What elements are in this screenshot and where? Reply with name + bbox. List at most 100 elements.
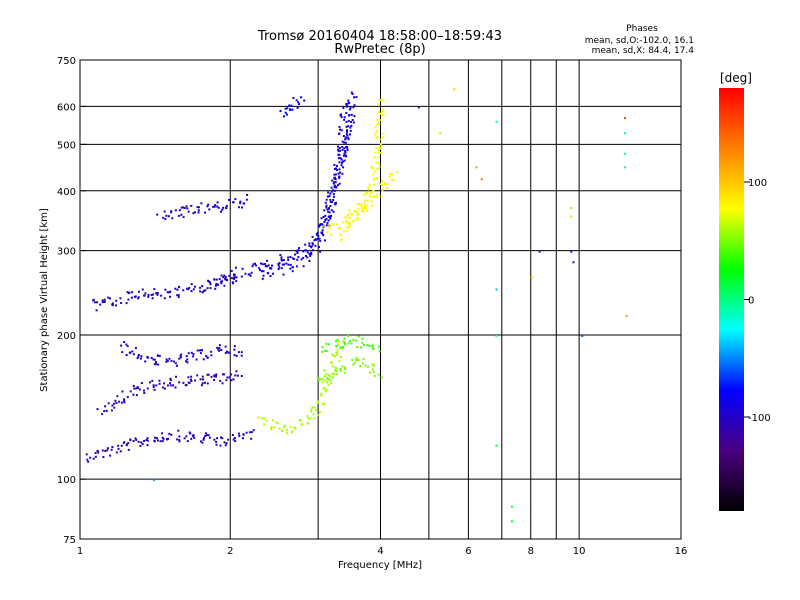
data-point	[215, 373, 218, 376]
data-point	[378, 99, 381, 101]
data-point	[186, 207, 189, 210]
data-point	[214, 284, 217, 287]
data-point	[330, 233, 333, 236]
data-point	[238, 435, 241, 437]
data-point	[166, 384, 169, 387]
data-point	[333, 164, 336, 166]
data-point	[121, 401, 123, 404]
data-point	[338, 359, 341, 362]
data-point	[96, 450, 99, 453]
data-point	[163, 387, 166, 390]
data-point	[222, 373, 224, 376]
data-point	[343, 230, 345, 233]
data-point	[624, 117, 626, 120]
data-point	[346, 214, 349, 216]
data-point	[200, 349, 203, 351]
data-point	[337, 145, 339, 148]
data-point	[245, 198, 248, 201]
data-point	[206, 373, 209, 376]
data-point	[224, 444, 227, 447]
data-point	[379, 183, 382, 186]
data-point	[345, 145, 348, 148]
data-point	[224, 345, 227, 348]
data-point	[174, 287, 177, 290]
chart-subtitle: RwPretec (8p)	[334, 42, 425, 57]
data-point	[305, 255, 307, 257]
data-point	[192, 288, 195, 291]
data-point	[171, 217, 174, 220]
data-point	[328, 375, 331, 377]
data-point	[143, 440, 146, 442]
data-point	[381, 136, 384, 139]
data-point	[365, 205, 367, 207]
data-point	[306, 256, 309, 259]
data-point	[375, 123, 378, 126]
data-point	[370, 192, 372, 195]
data-point	[374, 133, 377, 136]
data-point	[135, 394, 138, 397]
data-point	[203, 289, 206, 292]
data-point	[291, 430, 294, 433]
data-point	[379, 142, 382, 145]
data-point	[127, 442, 130, 445]
data-point	[366, 199, 369, 202]
data-point	[339, 368, 342, 370]
data-point	[321, 225, 324, 228]
data-point	[372, 347, 375, 350]
data-point	[347, 99, 350, 102]
data-point	[372, 195, 375, 198]
data-point	[230, 277, 233, 280]
data-point	[377, 156, 380, 159]
data-point	[322, 234, 325, 237]
data-point	[192, 353, 195, 356]
data-point	[258, 267, 261, 270]
data-point	[270, 426, 273, 428]
data-point	[89, 456, 92, 459]
data-point	[333, 176, 336, 179]
data-point	[218, 349, 221, 352]
data-point	[271, 264, 273, 267]
data-point	[318, 237, 321, 240]
data-point	[357, 208, 360, 210]
data-point	[280, 256, 283, 259]
data-point	[375, 177, 378, 180]
data-point	[338, 182, 341, 185]
data-point	[329, 198, 332, 201]
data-point	[332, 193, 335, 196]
data-point	[239, 200, 242, 203]
data-point	[300, 96, 303, 99]
data-point	[319, 378, 322, 381]
data-point	[214, 287, 217, 290]
y-tick-label: 100	[57, 475, 76, 486]
data-point	[169, 377, 172, 380]
data-point	[380, 195, 383, 198]
x-axis-label: Frequency [MHz]	[338, 560, 422, 571]
data-point	[245, 431, 248, 434]
data-point	[300, 258, 303, 261]
data-point	[376, 195, 379, 198]
data-point	[182, 216, 185, 219]
data-point	[339, 128, 341, 131]
data-point	[208, 208, 211, 211]
data-point	[337, 150, 340, 153]
data-point	[343, 141, 346, 144]
data-point	[250, 431, 253, 434]
data-point	[199, 352, 202, 355]
data-point	[340, 369, 342, 372]
data-point	[323, 375, 326, 378]
data-point	[304, 243, 307, 246]
data-point	[187, 210, 190, 213]
data-point	[352, 363, 355, 366]
data-point	[115, 402, 118, 404]
data-point	[364, 192, 367, 195]
colorbar-tick-label: -100	[748, 413, 771, 424]
data-point	[316, 231, 319, 234]
data-point	[289, 267, 292, 270]
x-tick-label: 16	[675, 546, 688, 557]
data-point	[215, 443, 218, 446]
data-point	[123, 401, 126, 404]
data-point	[381, 180, 384, 183]
data-point	[126, 443, 128, 446]
data-point	[201, 375, 204, 378]
data-point	[340, 161, 343, 164]
